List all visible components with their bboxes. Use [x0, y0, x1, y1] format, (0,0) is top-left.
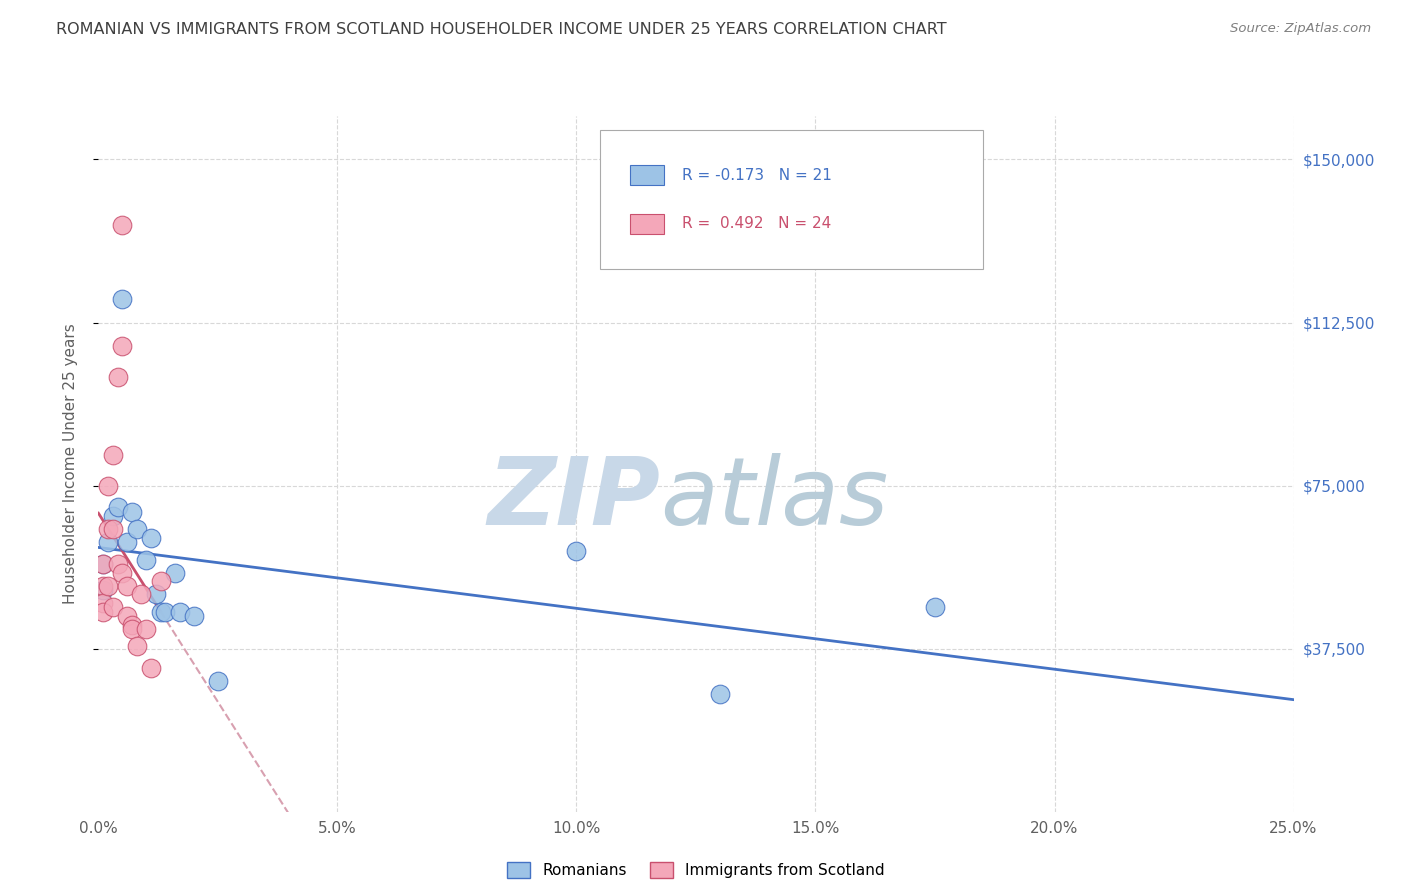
- Point: [924, 600, 946, 615]
- Point: [207, 674, 229, 689]
- Point: [101, 448, 124, 462]
- Point: [115, 535, 138, 549]
- Point: [121, 622, 143, 636]
- Text: R =  0.492   N = 24: R = 0.492 N = 24: [682, 216, 831, 231]
- Point: [97, 478, 120, 492]
- Bar: [630, 214, 664, 234]
- Point: [149, 574, 172, 589]
- Point: [91, 557, 114, 571]
- Point: [111, 339, 134, 353]
- Point: [97, 522, 120, 536]
- Point: [107, 557, 129, 571]
- Point: [111, 566, 134, 580]
- Point: [101, 600, 124, 615]
- Text: R = -0.173   N = 21: R = -0.173 N = 21: [682, 168, 831, 183]
- Point: [709, 687, 731, 701]
- Point: [131, 587, 153, 601]
- Point: [125, 522, 148, 536]
- Point: [111, 218, 134, 232]
- Point: [91, 605, 114, 619]
- Text: ROMANIAN VS IMMIGRANTS FROM SCOTLAND HOUSEHOLDER INCOME UNDER 25 YEARS CORRELATI: ROMANIAN VS IMMIGRANTS FROM SCOTLAND HOU…: [56, 22, 946, 37]
- Point: [107, 369, 129, 384]
- Point: [107, 500, 129, 515]
- Point: [145, 587, 167, 601]
- Point: [139, 531, 162, 545]
- Point: [91, 582, 114, 597]
- Point: [125, 640, 148, 654]
- Text: Source: ZipAtlas.com: Source: ZipAtlas.com: [1230, 22, 1371, 36]
- Point: [135, 622, 157, 636]
- Point: [163, 566, 186, 580]
- Point: [91, 579, 114, 593]
- Point: [135, 552, 157, 566]
- Point: [121, 505, 143, 519]
- Bar: [630, 165, 664, 185]
- Point: [101, 522, 124, 536]
- Y-axis label: Householder Income Under 25 years: Householder Income Under 25 years: [63, 324, 77, 604]
- Point: [91, 596, 114, 610]
- Point: [97, 579, 120, 593]
- Point: [139, 661, 162, 675]
- Point: [115, 579, 138, 593]
- Point: [565, 544, 588, 558]
- FancyBboxPatch shape: [600, 130, 983, 269]
- Point: [91, 557, 114, 571]
- Text: ZIP: ZIP: [488, 452, 661, 545]
- Point: [149, 605, 172, 619]
- Point: [121, 617, 143, 632]
- Legend: Romanians, Immigrants from Scotland: Romanians, Immigrants from Scotland: [501, 856, 891, 884]
- Point: [169, 605, 191, 619]
- Point: [97, 535, 120, 549]
- Point: [183, 609, 205, 624]
- Point: [155, 605, 177, 619]
- Point: [115, 609, 138, 624]
- Text: atlas: atlas: [661, 453, 889, 544]
- Point: [111, 292, 134, 306]
- Point: [101, 508, 124, 523]
